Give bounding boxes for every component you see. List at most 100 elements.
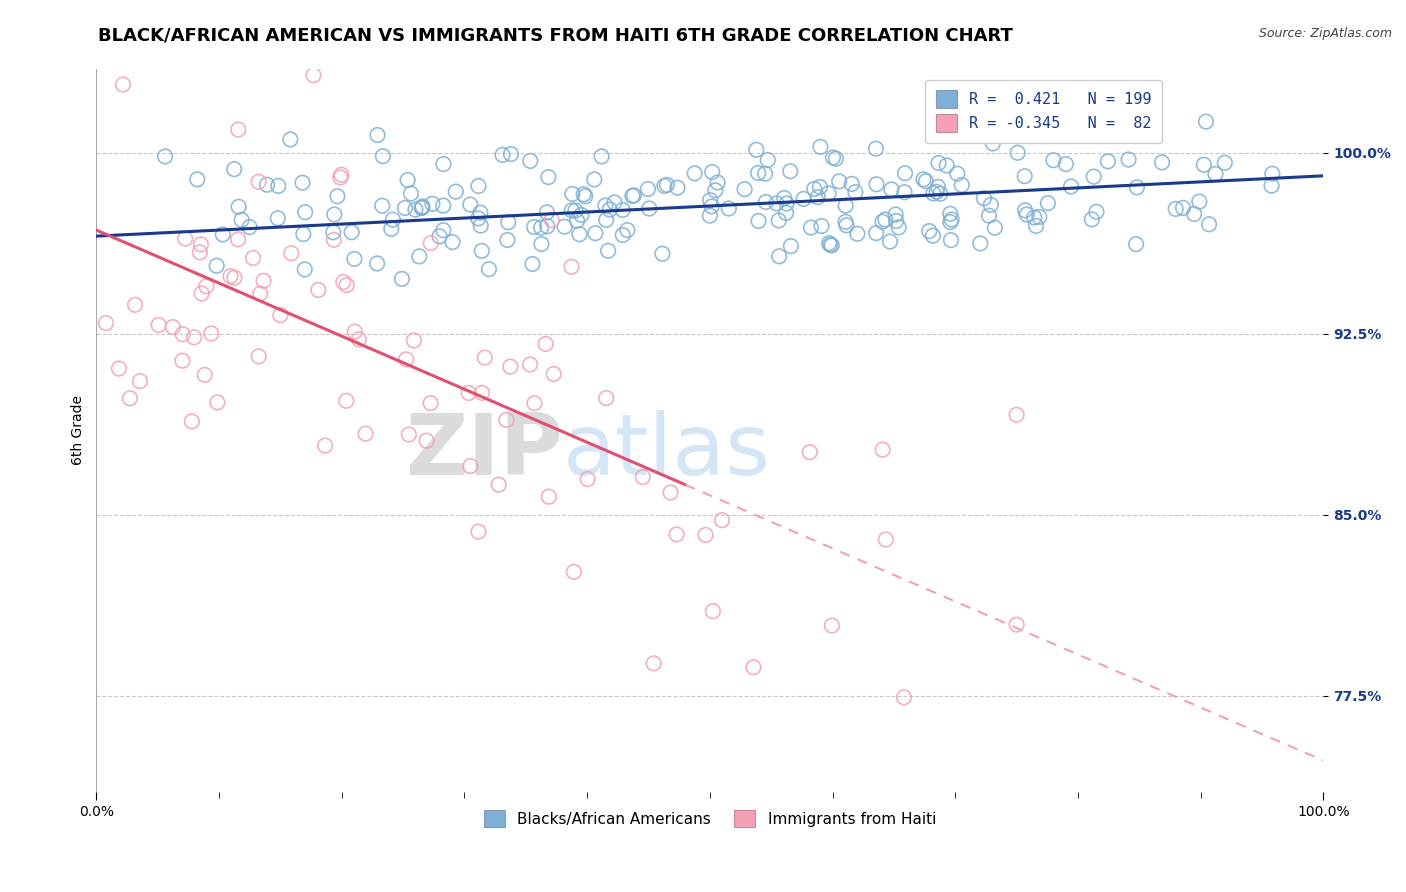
Point <box>834 199 856 213</box>
Point <box>1060 179 1083 194</box>
Point <box>603 195 626 210</box>
Point <box>536 205 558 219</box>
Point <box>665 527 688 541</box>
Point <box>651 246 673 260</box>
Point <box>927 179 949 194</box>
Point <box>411 201 433 215</box>
Point <box>1171 201 1194 215</box>
Point <box>302 68 325 82</box>
Text: Source: ZipAtlas.com: Source: ZipAtlas.com <box>1258 27 1392 40</box>
Point <box>495 413 517 427</box>
Point <box>118 391 141 405</box>
Point <box>643 657 665 671</box>
Point <box>1083 169 1105 184</box>
Point <box>1025 219 1047 233</box>
Text: ZIP: ZIP <box>405 410 562 493</box>
Point <box>294 262 316 277</box>
Point <box>922 186 945 201</box>
Point <box>704 183 727 197</box>
Point <box>488 477 510 491</box>
Point <box>884 214 907 228</box>
Point <box>980 198 1002 212</box>
Point <box>108 361 131 376</box>
Point <box>398 427 420 442</box>
Point <box>918 224 941 238</box>
Point <box>872 442 894 457</box>
Point <box>519 358 541 372</box>
Point <box>595 198 617 212</box>
Point <box>432 157 454 171</box>
Point <box>415 434 437 448</box>
Point <box>396 173 419 187</box>
Point <box>323 207 346 221</box>
Point <box>1125 237 1147 252</box>
Point <box>460 458 482 473</box>
Point <box>226 122 249 136</box>
Point <box>835 219 858 233</box>
Point <box>981 136 1004 151</box>
Point <box>523 396 546 410</box>
Point <box>872 215 894 229</box>
Point <box>973 191 995 205</box>
Point <box>172 353 194 368</box>
Point <box>574 189 596 203</box>
Point <box>499 359 522 374</box>
Point <box>394 201 416 215</box>
Point <box>129 374 152 388</box>
Point <box>683 166 706 180</box>
Point <box>939 207 962 221</box>
Point <box>1060 110 1083 124</box>
Point <box>912 172 935 186</box>
Point <box>834 215 856 229</box>
Point <box>522 257 544 271</box>
Point <box>124 298 146 312</box>
Point <box>391 272 413 286</box>
Point <box>172 327 194 342</box>
Point <box>616 223 638 237</box>
Point <box>366 256 388 270</box>
Point <box>775 206 797 220</box>
Point <box>768 249 790 263</box>
Point <box>875 212 897 227</box>
Point <box>280 132 302 146</box>
Text: atlas: atlas <box>562 410 770 493</box>
Point <box>591 149 613 163</box>
Point <box>754 167 776 181</box>
Point <box>595 213 617 227</box>
Point <box>441 235 464 249</box>
Point <box>354 426 377 441</box>
Point <box>977 209 1000 223</box>
Point <box>695 528 717 542</box>
Point <box>807 190 830 204</box>
Point <box>399 186 422 201</box>
Point <box>875 533 897 547</box>
Point <box>267 178 290 193</box>
Point <box>1182 207 1205 221</box>
Point <box>474 351 496 365</box>
Point <box>844 185 866 199</box>
Point <box>111 78 134 92</box>
Point <box>499 147 522 161</box>
Point <box>612 228 634 243</box>
Point <box>631 470 654 484</box>
Point <box>621 189 644 203</box>
Point <box>1015 207 1038 221</box>
Point <box>745 143 768 157</box>
Point <box>666 180 689 194</box>
Point <box>180 414 202 428</box>
Point <box>1192 158 1215 172</box>
Point <box>747 166 769 180</box>
Point <box>583 226 606 240</box>
Point <box>1014 169 1036 184</box>
Point <box>655 178 678 192</box>
Point <box>654 178 676 193</box>
Point <box>710 513 733 527</box>
Point <box>1007 145 1029 160</box>
Point <box>793 192 815 206</box>
Point <box>381 212 404 227</box>
Point <box>211 227 233 242</box>
Y-axis label: 6th Grade: 6th Grade <box>72 395 86 466</box>
Point <box>1054 157 1077 171</box>
Point <box>865 226 887 240</box>
Point <box>249 286 271 301</box>
